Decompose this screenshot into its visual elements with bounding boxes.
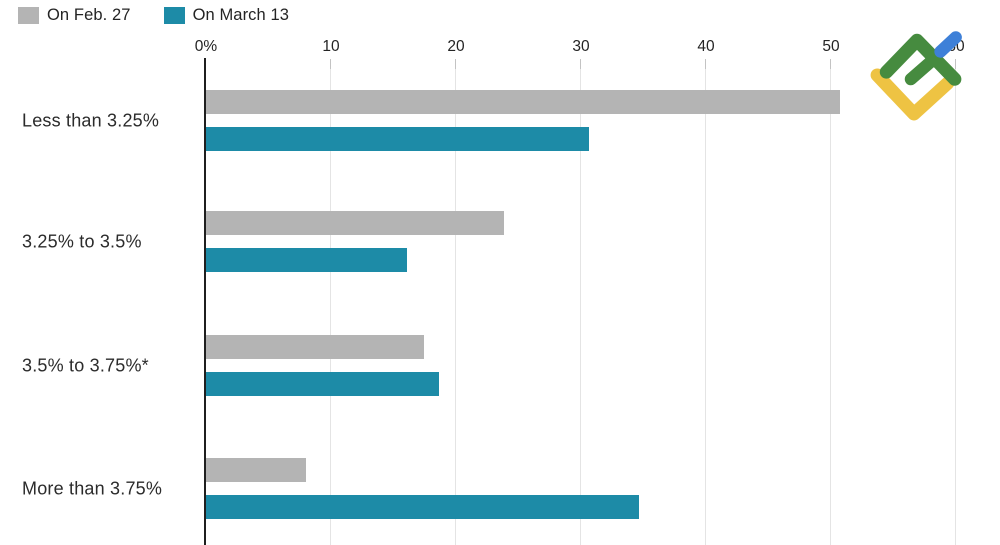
litefinance-logo-icon <box>870 31 962 121</box>
logo-green-diagonal <box>904 51 942 86</box>
legend-swatch <box>18 7 39 24</box>
x-tick-label: 0% <box>194 38 218 55</box>
x-tick-label: 40 <box>697 38 715 55</box>
legend-label: On Feb. 27 <box>47 6 131 24</box>
bar-march13 <box>206 127 589 151</box>
x-tick-label: 50 <box>822 38 840 55</box>
x-gridline <box>580 69 581 545</box>
category-label: More than 3.75% <box>22 478 163 498</box>
x-tick <box>705 59 706 69</box>
x-gridline <box>705 69 706 545</box>
logo-green-caret <box>879 33 962 86</box>
legend-item: On Feb. 27 <box>18 6 131 25</box>
legend-item: On March 13 <box>163 6 290 25</box>
bar-march13 <box>206 495 639 519</box>
x-tick <box>330 59 331 69</box>
bar-march13 <box>206 372 439 396</box>
x-tick <box>830 59 831 69</box>
legend-swatch <box>163 7 185 24</box>
x-tick <box>955 59 956 69</box>
category-label: 3.5% to 3.75%* <box>22 355 149 375</box>
x-tick <box>455 59 456 69</box>
x-tick-label: 20 <box>447 38 465 55</box>
logo-blue-tip <box>934 31 962 58</box>
x-tick-label: 10 <box>322 38 340 55</box>
bar-march13 <box>206 248 408 272</box>
bar-feb27 <box>206 211 504 235</box>
legend: On Feb. 27 On March 13 <box>18 6 289 25</box>
bar-feb27 <box>206 335 424 359</box>
category-label: 3.25% to 3.5% <box>22 231 142 251</box>
x-gridline <box>830 69 831 545</box>
bar-feb27 <box>206 90 840 114</box>
x-tick-label: 30 <box>572 38 590 55</box>
category-label: Less than 3.25% <box>22 110 160 130</box>
x-gridline <box>330 69 331 545</box>
legend-label: On March 13 <box>192 6 290 24</box>
bar-feb27 <box>206 458 306 482</box>
x-gridline <box>455 69 456 545</box>
x-tick <box>580 59 581 69</box>
logo-yellow-chevron <box>870 68 955 121</box>
x-gridline <box>955 69 956 545</box>
x-axis-line <box>204 58 206 545</box>
